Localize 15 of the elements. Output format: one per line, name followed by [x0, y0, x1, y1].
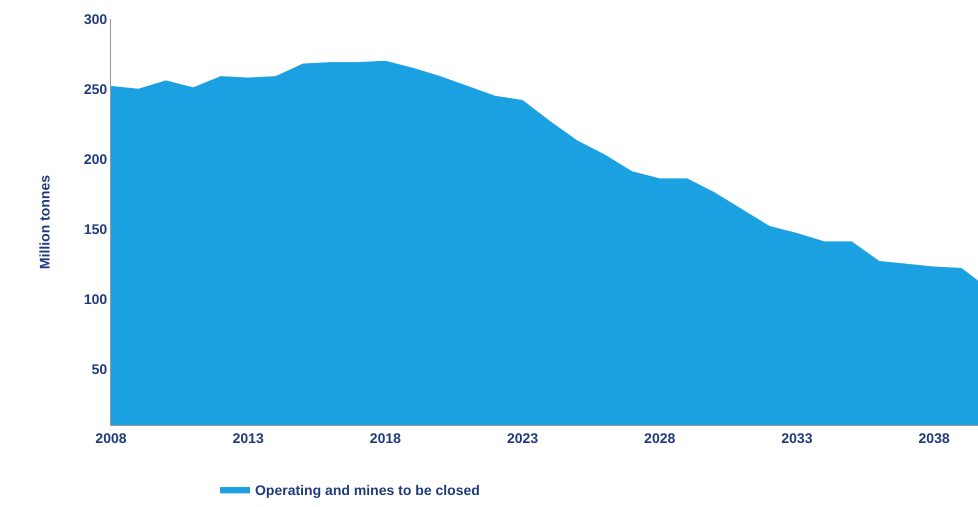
- x-tick-label: 2028: [644, 430, 676, 446]
- y-tick-label: 50: [92, 360, 108, 377]
- y-axis-title: Million tonnes: [36, 174, 52, 270]
- x-tick-label: 2018: [370, 430, 402, 446]
- legend-label: Operating and mines to be closed: [255, 482, 480, 498]
- y-tick-label: 100: [84, 290, 108, 307]
- x-tick-label: 2038: [918, 430, 950, 446]
- x-tick-label: 2013: [232, 430, 264, 446]
- y-tick-label: 250: [84, 80, 108, 97]
- x-tick-label: 2023: [506, 430, 538, 446]
- x-tick-label: 2008: [95, 430, 127, 446]
- y-tick-label: 200: [84, 150, 108, 167]
- x-tick-label: 2033: [781, 430, 813, 446]
- y-tick-label: 150: [84, 220, 108, 237]
- y-tick-label: 300: [84, 10, 108, 27]
